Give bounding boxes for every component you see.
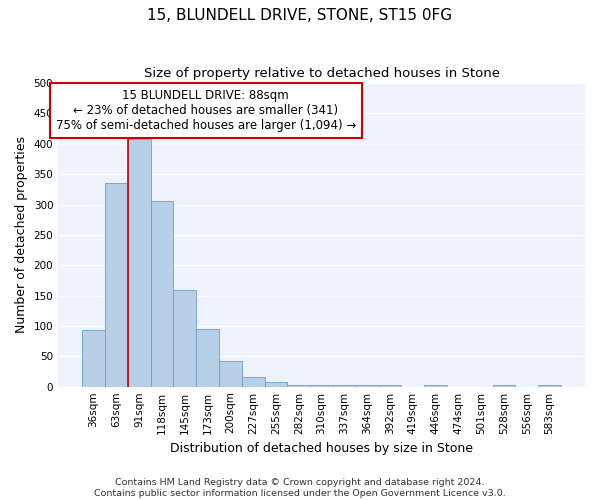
Bar <box>128 139 151 386</box>
Bar <box>287 385 310 386</box>
Title: Size of property relative to detached houses in Stone: Size of property relative to detached ho… <box>143 68 500 80</box>
Bar <box>265 382 287 386</box>
Bar <box>173 290 196 386</box>
Bar <box>219 361 242 386</box>
Bar <box>538 385 561 386</box>
Bar <box>356 385 379 386</box>
Bar <box>379 385 401 386</box>
Text: 15, BLUNDELL DRIVE, STONE, ST15 0FG: 15, BLUNDELL DRIVE, STONE, ST15 0FG <box>148 8 452 22</box>
Bar <box>333 385 356 386</box>
Bar <box>196 329 219 386</box>
Bar <box>82 330 105 386</box>
Bar <box>151 202 173 386</box>
Bar <box>242 377 265 386</box>
Y-axis label: Number of detached properties: Number of detached properties <box>15 136 28 334</box>
Bar <box>105 184 128 386</box>
Text: Contains HM Land Registry data © Crown copyright and database right 2024.
Contai: Contains HM Land Registry data © Crown c… <box>94 478 506 498</box>
Text: 15 BLUNDELL DRIVE: 88sqm
← 23% of detached houses are smaller (341)
75% of semi-: 15 BLUNDELL DRIVE: 88sqm ← 23% of detach… <box>56 89 356 132</box>
Bar <box>424 385 447 386</box>
Bar <box>493 385 515 386</box>
X-axis label: Distribution of detached houses by size in Stone: Distribution of detached houses by size … <box>170 442 473 455</box>
Bar <box>310 385 333 386</box>
